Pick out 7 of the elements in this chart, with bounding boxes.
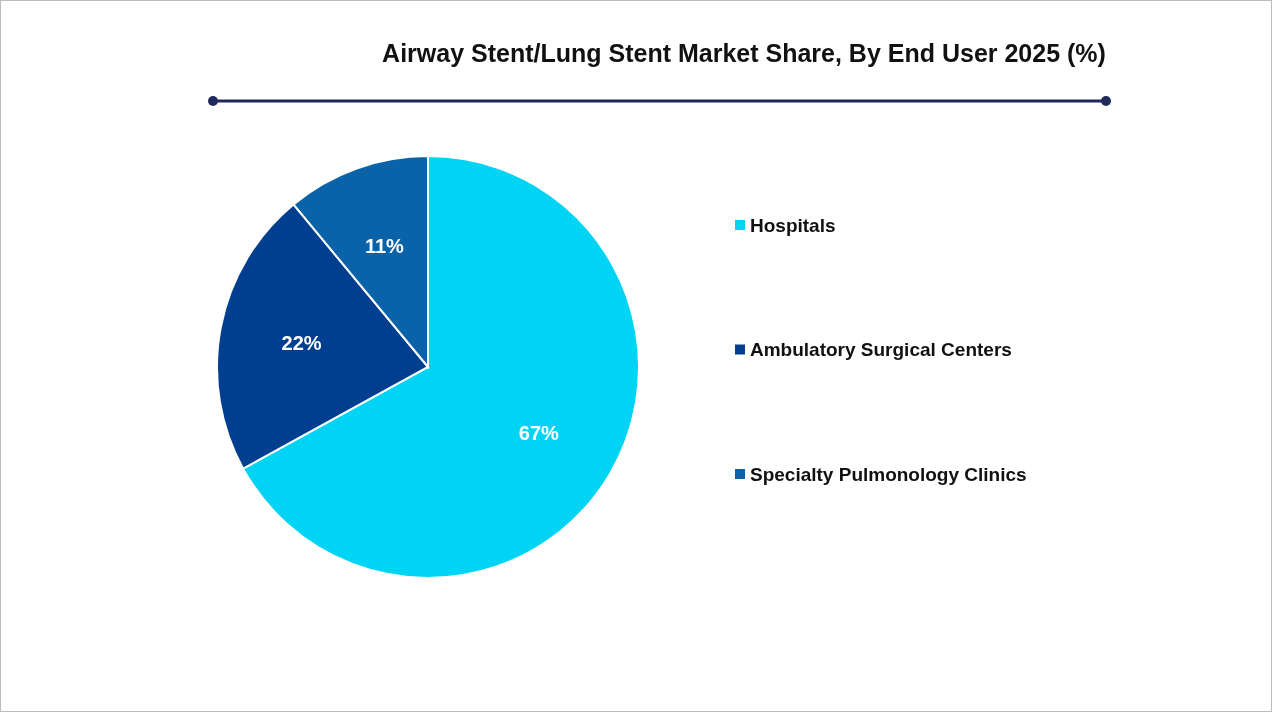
legend-label: Ambulatory Surgical Centers xyxy=(750,339,1012,361)
data-label: 67% xyxy=(518,421,560,444)
legend-label: Hospitals xyxy=(750,214,836,236)
data-label: 11% xyxy=(364,234,405,257)
chart-title: Airway Stent/Lung Stent Market Share, By End User 2025 (%) xyxy=(382,39,1106,67)
data-label: 22% xyxy=(281,331,322,354)
legend-label: Specialty Pulmonology Clinics xyxy=(750,463,1027,485)
